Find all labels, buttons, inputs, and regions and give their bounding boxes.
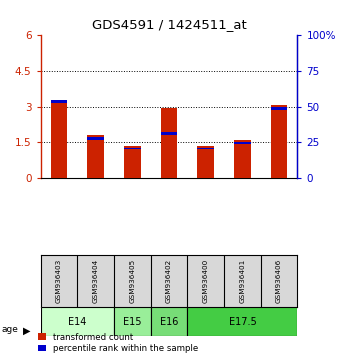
Text: E17.5: E17.5 — [228, 317, 256, 327]
Text: GSM936401: GSM936401 — [239, 259, 245, 303]
Bar — [124, 148, 141, 149]
Bar — [234, 142, 251, 144]
Text: E14: E14 — [68, 317, 87, 327]
Text: GSM936405: GSM936405 — [129, 259, 135, 303]
Bar — [51, 99, 67, 103]
Bar — [187, 307, 297, 336]
Bar — [51, 99, 67, 178]
Bar — [197, 146, 214, 178]
Bar — [271, 107, 287, 110]
Bar — [161, 132, 177, 135]
Text: GSM936400: GSM936400 — [203, 259, 209, 303]
Bar — [151, 307, 187, 336]
Bar — [87, 135, 104, 178]
Text: GSM936404: GSM936404 — [93, 259, 99, 303]
Bar — [41, 307, 114, 336]
Text: ▶: ▶ — [23, 326, 30, 336]
Text: GSM936406: GSM936406 — [276, 259, 282, 303]
Bar — [114, 307, 151, 336]
Text: E15: E15 — [123, 317, 142, 327]
Legend: transformed count, percentile rank within the sample: transformed count, percentile rank withi… — [38, 333, 198, 353]
Bar — [234, 139, 251, 178]
Text: E16: E16 — [160, 317, 178, 327]
Bar — [124, 146, 141, 178]
Title: GDS4591 / 1424511_at: GDS4591 / 1424511_at — [92, 18, 246, 32]
Text: GSM936403: GSM936403 — [56, 259, 62, 303]
Bar — [161, 108, 177, 178]
Bar — [87, 137, 104, 140]
Bar — [271, 105, 287, 178]
Text: GSM936402: GSM936402 — [166, 259, 172, 303]
Bar — [197, 148, 214, 149]
Text: age: age — [2, 325, 19, 335]
